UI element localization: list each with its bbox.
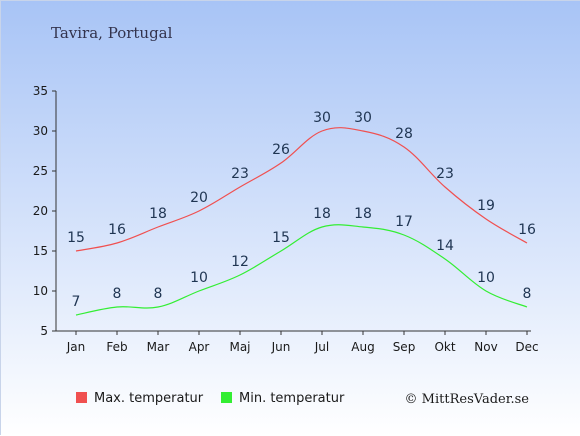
x-tick-label: Sep — [393, 340, 416, 354]
legend-swatch — [221, 392, 232, 403]
data-label: 23 — [436, 166, 454, 182]
series-layer — [75, 127, 528, 316]
x-tick-label: Dec — [515, 340, 538, 354]
data-label: 18 — [354, 206, 372, 222]
x-tick-label: Jun — [271, 340, 291, 354]
data-label: 26 — [272, 142, 290, 158]
y-tick-label: 30 — [33, 124, 48, 138]
x-tick-label: Aug — [351, 340, 374, 354]
data-label: 17 — [395, 214, 413, 230]
data-label: 20 — [190, 190, 208, 206]
data-label: 28 — [395, 126, 413, 142]
data-label: 19 — [477, 198, 495, 214]
max-temperature-line — [75, 127, 528, 252]
legend-label: Max. temperatur — [94, 391, 204, 406]
data-label: 8 — [113, 286, 122, 302]
legend-label: Min. temperatur — [239, 391, 345, 406]
data-label: 18 — [313, 206, 331, 222]
min-temperature-line — [75, 224, 528, 316]
x-tick-label: Nov — [474, 340, 497, 354]
y-tick-label: 20 — [33, 204, 48, 218]
data-label: 14 — [436, 238, 454, 254]
data-labels: 15 16 18 20 23 26 30 30 28 23 19 16 7 8 8 10 12 15 18 18 17 1… — [67, 110, 536, 310]
data-label: 30 — [313, 110, 331, 126]
data-label: 30 — [354, 110, 372, 126]
legend-swatch — [76, 392, 87, 403]
y-tick-label: 35 — [33, 84, 48, 98]
x-tick-label: Feb — [106, 340, 127, 354]
y-tick-label: 25 — [33, 164, 48, 178]
chart-title: Tavira, Portugal — [51, 24, 173, 42]
data-label: 8 — [154, 286, 163, 302]
x-tick-label: Jan — [66, 340, 86, 354]
data-label: 16 — [518, 222, 536, 238]
data-label: 7 — [72, 294, 81, 310]
credit-text: © MittResVader.se — [405, 392, 530, 407]
x-tick-label: Apr — [189, 340, 210, 354]
data-label: 10 — [477, 270, 495, 286]
data-label: 10 — [190, 270, 208, 286]
x-tick-label: Jul — [314, 340, 329, 354]
y-tick-label: 15 — [33, 244, 48, 258]
y-tick-label: 5 — [40, 324, 48, 338]
data-label: 8 — [523, 286, 532, 302]
x-tick-label: Okt — [434, 340, 455, 354]
data-label: 15 — [272, 230, 290, 246]
data-label: 16 — [108, 222, 126, 238]
data-label: 23 — [231, 166, 249, 182]
x-tick-label: Mar — [147, 340, 170, 354]
legend: Max. temperatur Min. temperatur — [76, 391, 345, 406]
data-label: 12 — [231, 254, 249, 270]
y-tick-label: 10 — [33, 284, 48, 298]
x-tick-label: Maj — [229, 340, 250, 354]
axes: 5 10 15 20 25 30 35 Jan Feb Mar Apr Maj Jun Jul Aug Sep… — [33, 84, 539, 354]
data-label: 18 — [149, 206, 167, 222]
data-label: 15 — [67, 230, 85, 246]
